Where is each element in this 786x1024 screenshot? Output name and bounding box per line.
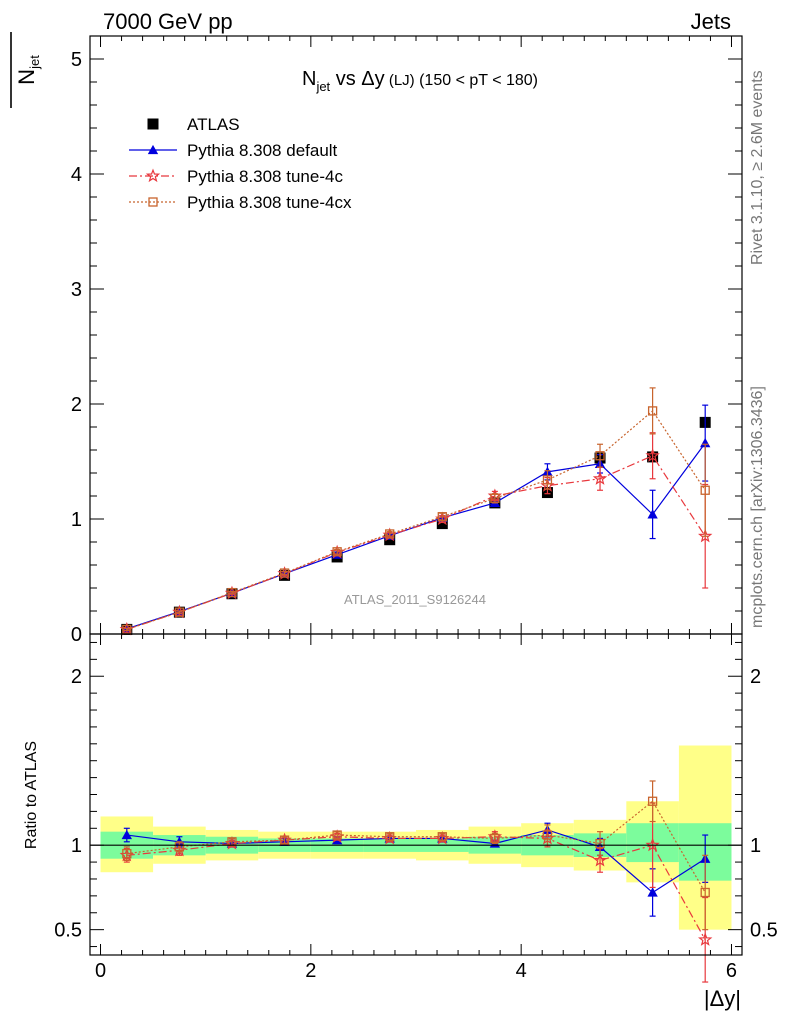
ratio-point-default (121, 829, 132, 840)
legend-marker-tune4cx (148, 197, 158, 207)
ratio-y-tick-label-right: 1 (750, 835, 761, 857)
ratio-point-tune4cx (647, 796, 658, 806)
main-y-axis-title-sub: jet (27, 55, 42, 70)
header-left-label: 7000 GeV pp (103, 9, 233, 34)
ratio-x-tick-label: 2 (305, 960, 316, 982)
ratio-line-tune4cx (126, 800, 706, 893)
main-y-tick-label: 5 (71, 49, 82, 71)
ratio-point-tune4cx (437, 832, 447, 842)
main-point-tune4cx (700, 485, 710, 495)
main-point-tune4cx (385, 529, 395, 539)
ratio-point-default (647, 887, 658, 897)
ratio-x-tick-label: 0 (95, 960, 106, 982)
main-series-tune4cx (122, 387, 710, 635)
main-point-tune4cx (647, 406, 658, 416)
side-label-rivet: Rivet 3.1.10, ≥ 2.6M events (749, 70, 766, 265)
main-y-axis-title: Njet (10, 32, 42, 108)
legend-item-default: Pythia 8.308 default (129, 141, 338, 160)
main-panel-series (119, 387, 713, 636)
main-point-tune4cx (174, 607, 185, 617)
plot-title-rest: vs Δy (330, 68, 384, 90)
ratio-x-tick-label: 6 (726, 960, 737, 982)
main-panel-axes: 0 1 2 3 4 5 (71, 35, 743, 646)
main-point-tune4cx (437, 512, 447, 522)
legend-marker-data (147, 118, 159, 130)
ratio-y-tick-label-right: 0.5 (750, 920, 778, 942)
ratio-point-tune4c (592, 852, 608, 867)
plot-title: Njet vs Δy (LJ) (150 < pT < 180) (302, 68, 538, 94)
main-point-tune4cx (332, 547, 342, 557)
plot-title-main: N (302, 68, 316, 90)
main-y-tick-label: 3 (71, 279, 82, 301)
legend-marker-tune4c (145, 168, 161, 183)
plot-title-sub: jet (315, 79, 330, 94)
svg-text:Njet: Njet (14, 55, 42, 85)
ratio-point-tune4cx (490, 833, 500, 844)
ratio-x-tick-label: 4 (516, 960, 527, 982)
main-point-tune4cx (595, 451, 605, 461)
ratio-point-tune4cx (174, 842, 185, 852)
main-y-tick-label: 0 (71, 624, 82, 646)
ratio-series-tune4cx (122, 780, 710, 931)
ratio-y-tick-label-right: 2 (750, 666, 761, 688)
plot-title-cut: (150 < pT < 180) (415, 72, 538, 89)
header-right-label: Jets (691, 9, 731, 34)
main-y-tick-label: 1 (71, 509, 82, 531)
ratio-point-tune4cx (385, 832, 395, 842)
ratio-y-tick-label-left: 1 (71, 835, 82, 857)
legend-item-data: ATLAS (147, 115, 240, 134)
ratio-y-axis-title: Ratio to ATLAS (23, 741, 40, 849)
main-point-default (647, 509, 658, 519)
plot-title-small: (LJ) (385, 72, 415, 89)
main-y-tick-label: 4 (71, 164, 82, 186)
ratio-uncertainty-bands (100, 745, 732, 930)
ratio-y-tick-label-left: 2 (71, 666, 82, 688)
ratio-point-tune4cx (700, 887, 710, 898)
main-point-tune4cx (542, 475, 553, 485)
legend-item-tune4cx: Pythia 8.308 tune-4cx (129, 193, 352, 212)
legend-label-default: Pythia 8.308 default (187, 141, 338, 160)
legend: ATLAS Pythia 8.308 default Pythia 8.308 tu… (129, 115, 352, 212)
ratio-frame (89, 633, 743, 956)
ratio-panel-axes: 0 2 4 6 0.5 0.5 1 1 2 2 (54, 633, 778, 982)
main-point-tune4c (645, 448, 660, 462)
ratio-x-axis-title: |Δy| (704, 986, 741, 1011)
legend-item-tune4c: Pythia 8.308 tune-4c (129, 167, 343, 186)
legend-label-tune4cx: Pythia 8.308 tune-4cx (187, 193, 352, 212)
main-y-tick-label: 2 (71, 394, 82, 416)
legend-marker-default (147, 144, 159, 155)
ratio-point-tune4cx (227, 837, 237, 847)
main-point-tune4c (592, 471, 608, 485)
main-y-axis-title-main: N (14, 69, 39, 85)
ratio-point-tune4cx (279, 835, 290, 845)
main-point-tune4cx (490, 493, 500, 503)
ratio-point-tune4c (698, 932, 713, 946)
legend-label-data: ATLAS (187, 115, 240, 134)
main-point-tune4c (698, 528, 713, 543)
ratio-point-tune4cx (542, 830, 553, 840)
main-point-default (700, 437, 711, 448)
ratio-point-tune4c (645, 837, 660, 852)
ratio-point-tune4cx (122, 848, 132, 859)
main-point-tune4cx (279, 568, 290, 578)
analysis-label: ATLAS_2011_S9126244 (344, 592, 486, 607)
main-point-data (436, 518, 448, 530)
main-point-tune4cx (227, 587, 237, 598)
ratio-point-tune4cx (332, 830, 342, 840)
legend-label-tune4c: Pythia 8.308 tune-4c (187, 167, 343, 186)
ratio-y-tick-label-left: 0.5 (54, 920, 82, 942)
ratio-point-tune4cx (595, 838, 605, 849)
side-label-mcplots: mcplots.cern.ch [arXiv:1306.3436] (749, 386, 766, 628)
